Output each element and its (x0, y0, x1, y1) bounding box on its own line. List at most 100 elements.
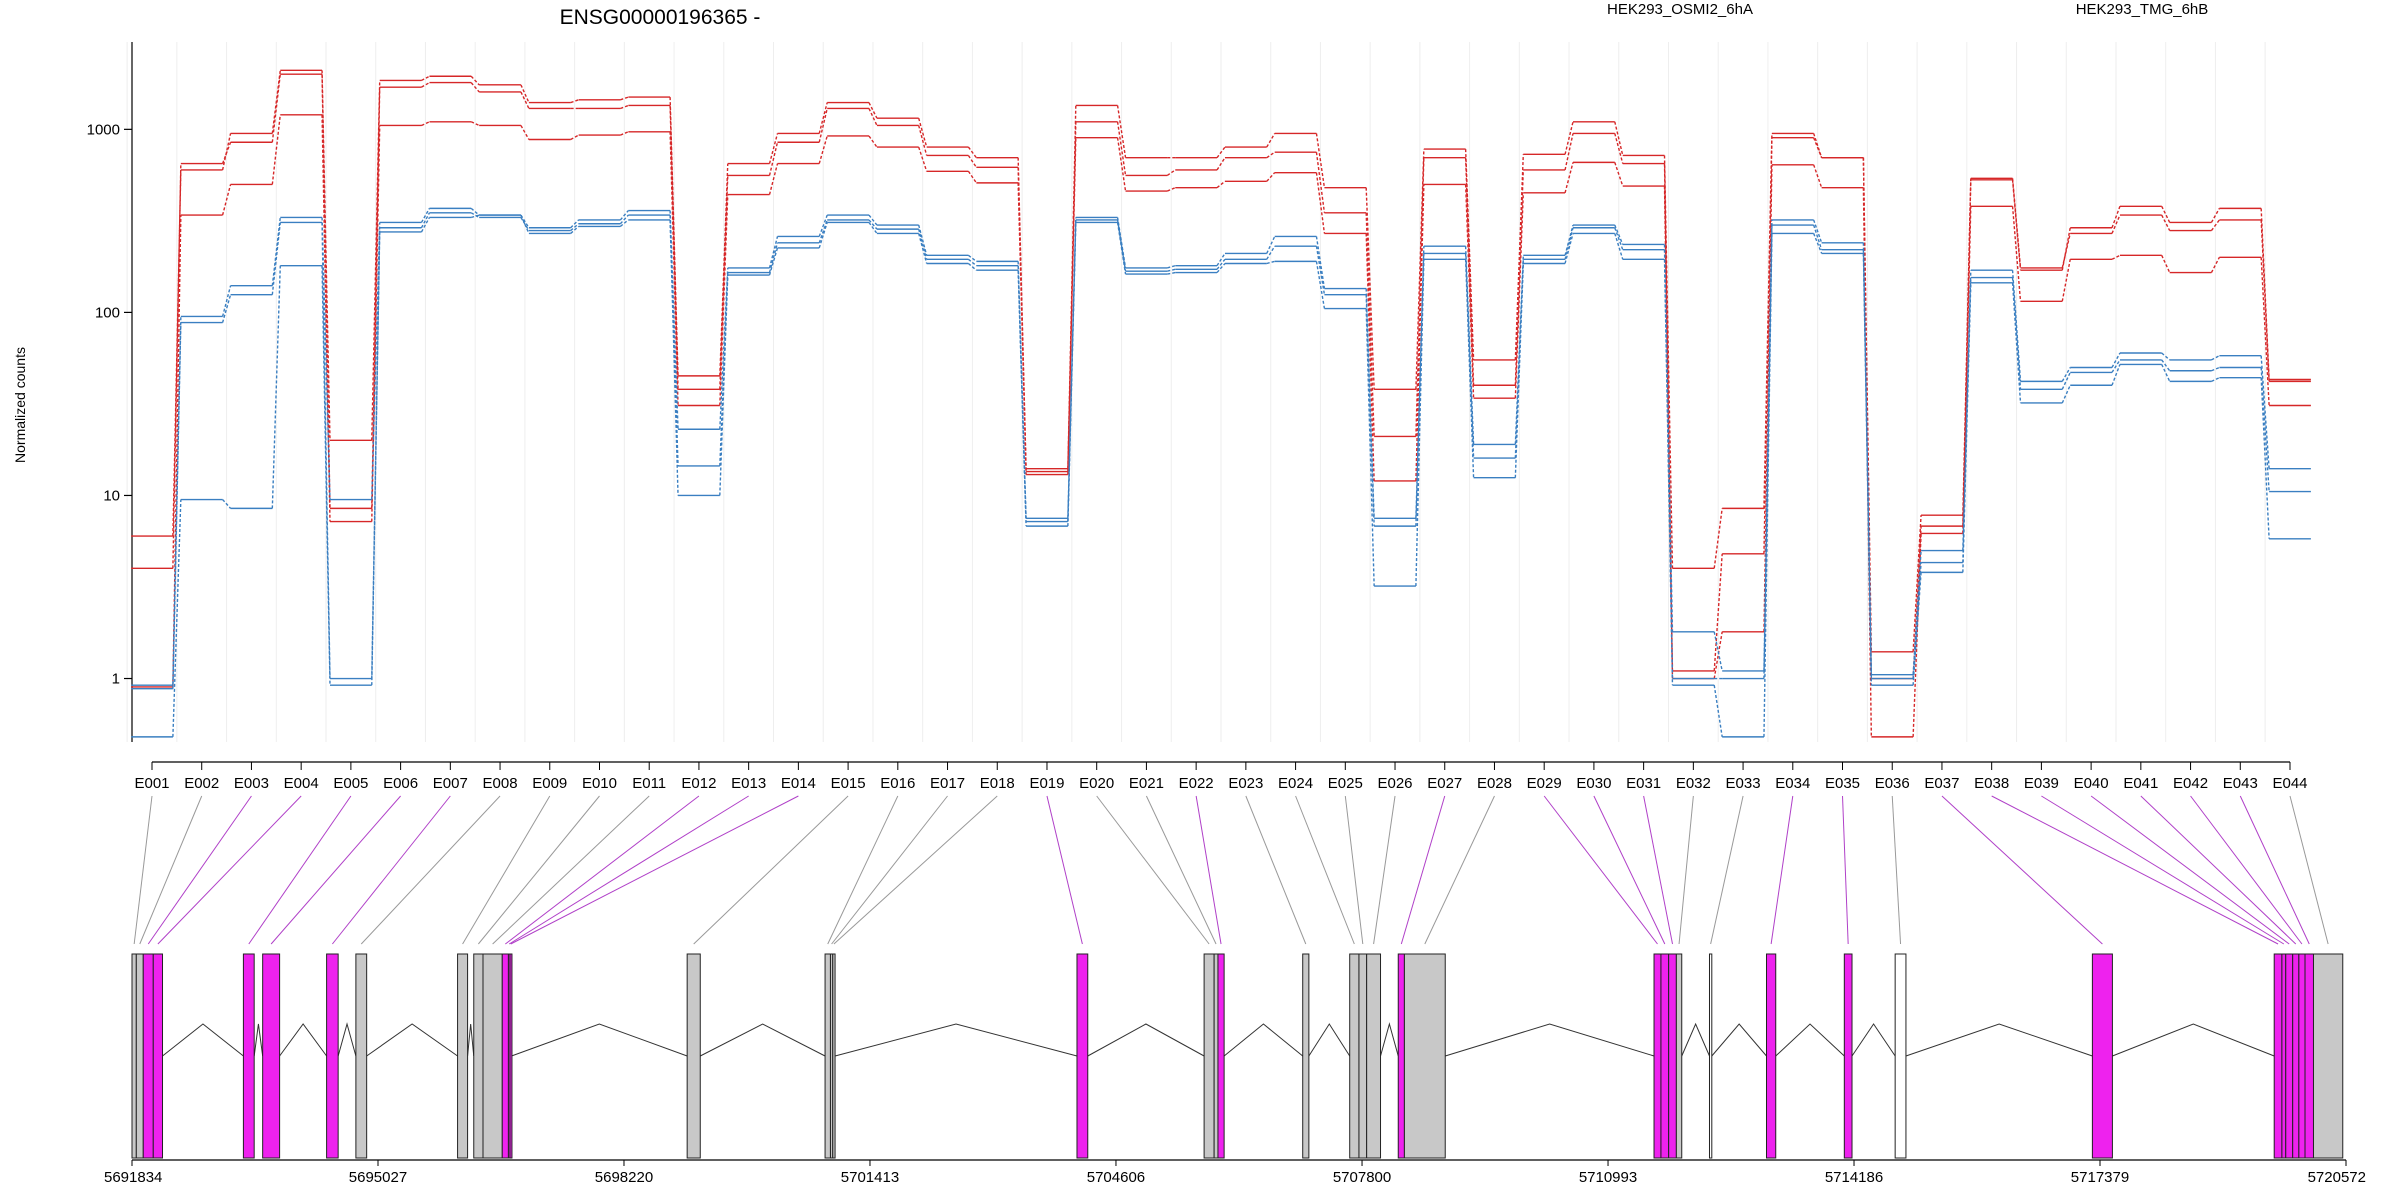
series-5-link-E017 (967, 258, 977, 267)
series-6-link-E041 (2161, 364, 2171, 382)
series-1-link-E024 (1315, 133, 1326, 188)
intron-14 (1445, 1023, 1655, 1057)
series-4-link-E026 (1415, 246, 1425, 519)
series-4-link-E006 (420, 208, 431, 223)
series-5-link-E007 (470, 212, 480, 219)
series-6-link-E025 (1365, 308, 1375, 587)
connector-E037 (1941, 795, 2103, 945)
series-3-link-E002 (221, 184, 232, 216)
x-tick-label-E023: E023 (1228, 775, 1263, 792)
x-tick-label-E037: E037 (1924, 775, 1959, 792)
series-6-link-E001 (172, 499, 182, 737)
series-3-link-E022 (1216, 180, 1226, 189)
connector-E031 (1643, 795, 1673, 945)
series-2-link-E010 (620, 104, 629, 110)
series-5-link-E016 (918, 228, 928, 260)
connector-E021 (1145, 795, 1217, 945)
series-lines (131, 69, 2311, 738)
genomic-tick-label-5695027: 5695027 (349, 1169, 407, 1186)
series-1-link-E040 (2111, 206, 2121, 228)
series-2-link-E032 (1713, 553, 1723, 671)
exon-E011 (482, 953, 503, 1159)
series-4-link-E014 (818, 214, 828, 237)
x-tick-label-E043: E043 (2223, 775, 2258, 792)
connector-E001 (133, 795, 153, 945)
series-6-link-E039 (2061, 384, 2071, 404)
connector-E026 (1373, 795, 1396, 945)
series-6-link-E020 (1116, 222, 1127, 275)
series-6-link-E042 (2211, 377, 2220, 383)
connector-E008 (360, 795, 501, 945)
chart-title: ENSG00000196365 - (560, 6, 761, 29)
connector-E017 (831, 795, 948, 945)
series-5-link-E040 (2111, 359, 2121, 373)
x-tick-label-E039: E039 (2024, 775, 2059, 792)
exon-E040 (2285, 953, 2294, 1159)
series-6-link-E043 (2260, 377, 2270, 539)
x-tick-label-E038: E038 (1974, 775, 2009, 792)
x-tick-label-E025: E025 (1328, 775, 1363, 792)
genomic-tick-label-5698220: 5698220 (595, 1169, 653, 1186)
intron-17 (1775, 1023, 1845, 1057)
x-tick-label-E033: E033 (1726, 775, 1761, 792)
exon-E042 (2298, 953, 2306, 1159)
connector-E012 (505, 795, 700, 945)
series-6-link-E040 (2111, 364, 2121, 386)
series-4-link-E030 (1614, 224, 1624, 245)
series-6-link-E026 (1415, 259, 1425, 587)
exon-E037 (2091, 953, 2113, 1159)
intron-16 (1711, 1023, 1767, 1057)
intron-8 (700, 1023, 826, 1057)
x-tick-label-E015: E015 (831, 775, 866, 792)
series-5-link-E008 (520, 217, 530, 231)
connector-E035 (1842, 795, 1849, 945)
series-4-link-E042 (2211, 355, 2220, 361)
intron-13 (1380, 1022, 1399, 1057)
exon-E031 (1668, 953, 1677, 1159)
x-tick-label-E035: E035 (1825, 775, 1860, 792)
x-tick-label-E003: E003 (234, 775, 269, 792)
series-3-link-E042 (2210, 256, 2221, 273)
series-6-link-E031 (1663, 259, 1674, 686)
x-tick-label-E027: E027 (1427, 775, 1462, 792)
connector-E039 (2041, 795, 2285, 945)
series-4-link-E041 (2161, 352, 2171, 361)
series-6-link-E003 (271, 265, 281, 509)
x-tick-label-E022: E022 (1179, 775, 1214, 792)
series-5-link-E036 (1912, 562, 1922, 679)
series-3-link-E023 (1266, 172, 1276, 182)
connector-E041 (2140, 795, 2297, 945)
y-tick-label-1: 1 (112, 671, 120, 688)
series-3-link-E032 (1713, 631, 1723, 679)
series-3-link-E021 (1167, 187, 1176, 192)
genomic-tick-label-5717379: 5717379 (2071, 1169, 2129, 1186)
series-4-link-E031 (1663, 244, 1674, 632)
series-4-link-E018 (1017, 261, 1027, 519)
series-3-link-E024 (1315, 172, 1326, 234)
series-4-link-E043 (2260, 355, 2270, 469)
intron-5 (366, 1023, 458, 1057)
series-1-link-E023 (1266, 133, 1276, 148)
series-1-link-E020 (1116, 105, 1127, 158)
series-5-link-E006 (420, 212, 431, 229)
series-4-link-E002 (221, 285, 232, 317)
series-3-link-E008 (520, 125, 530, 140)
exon-E036 (1894, 953, 1907, 1159)
series-2-link-E041 (2161, 214, 2171, 231)
connector-E034 (1770, 795, 1794, 945)
x-tick-label-E042: E042 (2173, 775, 2208, 792)
series-2-link-E042 (2210, 219, 2220, 231)
connector-E040 (2090, 795, 2290, 945)
series-6-link-E014 (818, 222, 828, 249)
series-6-link-E002 (222, 499, 232, 509)
intron-7 (511, 1023, 688, 1057)
x-tick-label-E020: E020 (1079, 775, 1114, 792)
connector-E007 (331, 795, 451, 945)
series-5-link-E020 (1116, 219, 1127, 272)
series-6-link-E012 (719, 275, 729, 496)
x-tick-label-E017: E017 (930, 775, 965, 792)
series-3-link-E037 (1962, 206, 1972, 534)
series-5-link-E043 (2260, 367, 2270, 492)
series-3-link-E025 (1365, 233, 1375, 481)
series-1-link-E002 (221, 133, 232, 171)
